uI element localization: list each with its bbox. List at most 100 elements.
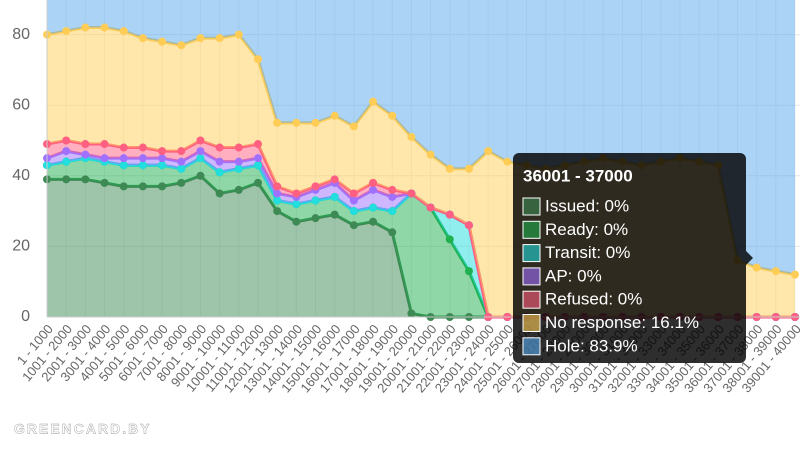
point	[464, 164, 473, 173]
tooltip-swatch	[522, 267, 541, 286]
tooltip-swatch	[522, 197, 541, 216]
point	[234, 30, 243, 39]
point	[119, 27, 128, 36]
point	[349, 207, 358, 216]
y-tick-label: 20	[12, 238, 30, 255]
point	[234, 185, 243, 194]
point	[119, 161, 128, 170]
point	[62, 147, 71, 156]
point	[292, 118, 301, 127]
point	[138, 154, 147, 163]
point	[311, 196, 320, 205]
point	[138, 182, 147, 191]
point	[253, 55, 262, 64]
tooltip-swatch	[522, 337, 541, 356]
point	[445, 235, 454, 244]
point	[81, 140, 90, 149]
point	[292, 200, 301, 209]
point	[292, 217, 301, 226]
y-tick-label: 60	[12, 96, 30, 113]
point	[273, 189, 282, 198]
point	[215, 143, 224, 152]
tooltip-item: Issued: 0%	[545, 196, 629, 215]
point	[100, 140, 109, 149]
point	[81, 175, 90, 184]
point	[62, 136, 71, 145]
point	[349, 221, 358, 230]
tooltip-swatch	[522, 314, 541, 332]
point	[81, 23, 90, 32]
point	[426, 150, 435, 159]
point	[138, 34, 147, 43]
point	[330, 175, 339, 184]
point	[196, 34, 205, 43]
y-tick-label: 80	[12, 26, 30, 43]
point	[311, 214, 320, 223]
point	[177, 147, 186, 156]
point	[119, 154, 128, 163]
point	[177, 164, 186, 173]
point	[253, 140, 262, 149]
point	[330, 210, 339, 219]
point	[215, 189, 224, 198]
point	[311, 118, 320, 127]
tooltip-item: Ready: 0%	[545, 220, 628, 239]
point	[349, 122, 358, 131]
point	[388, 192, 397, 201]
point	[119, 143, 128, 152]
point	[273, 196, 282, 205]
point	[752, 263, 761, 272]
point	[791, 270, 799, 279]
point	[196, 171, 205, 180]
point	[177, 178, 186, 187]
point	[215, 168, 224, 177]
y-tick-label: 0	[21, 308, 30, 325]
point	[771, 267, 780, 276]
point	[158, 147, 167, 156]
point	[62, 175, 71, 184]
point	[234, 143, 243, 152]
point	[253, 161, 262, 170]
point	[138, 143, 147, 152]
point	[407, 189, 416, 198]
point	[388, 228, 397, 237]
tooltip-box	[513, 153, 746, 363]
point	[100, 154, 109, 163]
tooltip-item: Transit: 0%	[545, 243, 630, 262]
point	[426, 203, 435, 212]
watermark: GREENCARD.BY	[14, 421, 152, 437]
tooltip-item: Refused: 0%	[545, 290, 642, 309]
area-fill	[47, 175, 795, 317]
tooltip-swatch	[522, 220, 541, 239]
point	[349, 196, 358, 205]
point	[234, 157, 243, 166]
point	[407, 132, 416, 141]
point	[445, 210, 454, 219]
point	[273, 207, 282, 216]
point	[388, 207, 397, 216]
point	[100, 178, 109, 187]
point	[369, 203, 378, 212]
tooltip-swatch	[522, 290, 541, 309]
tooltip-title: 36001 - 37000	[523, 166, 633, 185]
point	[445, 164, 454, 173]
point	[407, 309, 416, 318]
point	[464, 267, 473, 276]
point	[330, 111, 339, 120]
tooltip-swatch	[522, 244, 541, 263]
point	[177, 157, 186, 166]
point	[62, 157, 71, 166]
point	[503, 157, 512, 166]
point	[349, 189, 358, 198]
point	[330, 192, 339, 201]
point	[388, 111, 397, 120]
point	[158, 37, 167, 46]
area-fill	[47, 0, 795, 275]
point	[100, 23, 109, 32]
point	[388, 185, 397, 194]
point	[177, 41, 186, 50]
point	[62, 27, 71, 36]
point	[369, 178, 378, 187]
